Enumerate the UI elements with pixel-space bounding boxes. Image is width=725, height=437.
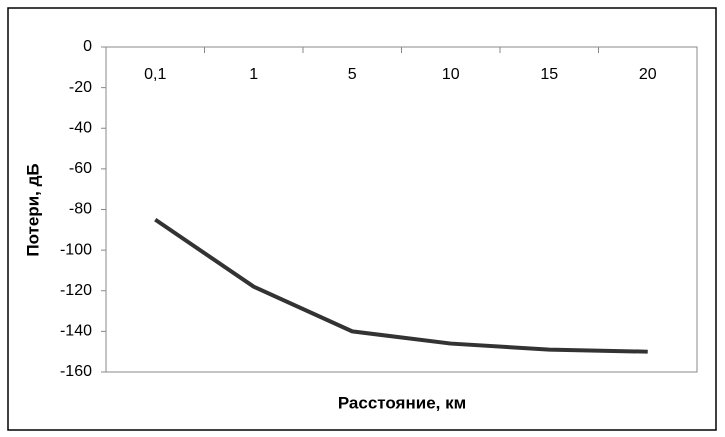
- plot-area: [105, 46, 698, 373]
- y-tick-label: -40: [69, 119, 92, 136]
- x-tick-label: 1: [249, 66, 258, 83]
- y-tick-label: -60: [69, 160, 92, 177]
- y-tick-label: -140: [60, 323, 92, 340]
- y-tick-label: -160: [60, 363, 92, 380]
- x-tick-label: 0,1: [144, 66, 166, 83]
- y-tick-label: -100: [60, 241, 92, 258]
- data-line: [154, 218, 648, 354]
- x-tick-label: 15: [540, 66, 558, 83]
- x-tick-label: 20: [639, 66, 657, 83]
- x-tick-label: 10: [442, 66, 460, 83]
- y-tick-label: -120: [60, 282, 92, 299]
- y-axis-label: Потери, дБ: [23, 163, 42, 256]
- x-axis-label: Расстояние, км: [338, 393, 466, 412]
- y-tick-label: -20: [69, 79, 92, 96]
- y-tick-label: -80: [69, 201, 92, 218]
- x-tick-label: 5: [348, 66, 357, 83]
- y-tick-label: 0: [83, 38, 92, 55]
